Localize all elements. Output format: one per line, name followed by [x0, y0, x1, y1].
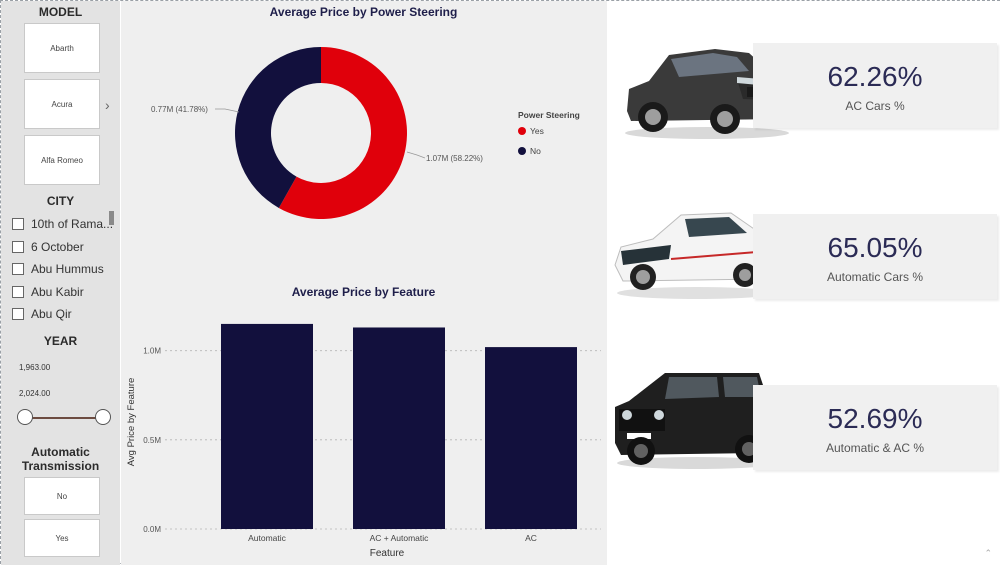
suv-car-image [625, 49, 791, 139]
year-max-value[interactable]: 2,024.00 [19, 389, 51, 398]
year-slider-max-handle[interactable] [95, 409, 111, 425]
city-label: 6 October [31, 239, 84, 254]
legend-dot-yes [518, 127, 526, 135]
x-tick-label: Automatic [248, 533, 287, 543]
kpi-value-automatic-ac: 52.69% [827, 403, 923, 434]
y-tick-label: 1.0M [143, 347, 161, 356]
donut-label-no: 0.77M (41.78%) [151, 105, 208, 114]
city-item[interactable]: Abu Kabir [12, 281, 115, 304]
year-slider-min-handle[interactable] [17, 409, 33, 425]
city-label: Abu Hummus [31, 262, 104, 277]
legend-title: Power Steering [518, 110, 580, 120]
transmission-filter-title-line1: Automatic [31, 445, 90, 459]
y-axis-label: Avg Price by Feature [126, 378, 137, 467]
checkbox[interactable] [12, 218, 24, 231]
city-filter-title: CITY [46, 194, 75, 208]
checkbox[interactable] [12, 263, 24, 276]
kpi-card-automatic: 65.05% Automatic Cars % [753, 214, 997, 299]
city-item[interactable]: 6 October [12, 236, 115, 259]
model-filter-title: MODEL [38, 5, 83, 19]
x-tick-label: AC [525, 533, 537, 543]
kpi-label-automatic: Automatic Cars % [826, 270, 924, 284]
model-tile-alfa-romeo[interactable]: Alfa Romeo [24, 135, 100, 185]
x-tick-label: AC + Automatic [370, 533, 430, 543]
kpi-label-ac: AC Cars % [845, 99, 905, 113]
year-filter-title: YEAR [43, 334, 78, 348]
legend-item-yes[interactable]: Yes [518, 126, 544, 136]
bar-2[interactable] [485, 347, 577, 529]
model-tile-abarth[interactable]: Abarth [24, 23, 100, 73]
checkbox[interactable] [12, 240, 24, 253]
bar-1[interactable] [353, 327, 445, 529]
year-slider-track[interactable] [25, 417, 103, 419]
checkbox[interactable] [12, 285, 24, 298]
x-axis-label: Feature [370, 548, 405, 559]
y-tick-label: 0.0M [143, 525, 161, 534]
donut-slice-yes[interactable] [278, 47, 408, 219]
city-item[interactable]: Abu Qir [12, 303, 115, 326]
chevron-right-icon[interactable]: › [105, 97, 110, 113]
y-tick-label: 0.5M [143, 436, 161, 445]
kpi-value-automatic: 65.05% [827, 232, 923, 263]
filter-pane: MODEL Abarth Acura Alfa Romeo › CITY 10t… [1, 1, 120, 565]
kpi-label-automatic-ac: Automatic & AC % [825, 441, 925, 455]
bar-chart-title: Average Price by Feature [291, 285, 436, 299]
city-label: Abu Kabir [31, 284, 84, 299]
city-list: 10th of Rama... 6 October Abu Hummus Abu… [12, 213, 115, 326]
donut-chart[interactable] [231, 43, 411, 223]
kpi-card-automatic-ac: 52.69% Automatic & AC % [753, 385, 997, 470]
year-min-value[interactable]: 1,963.00 [19, 363, 51, 372]
legend-label-yes: Yes [530, 126, 544, 136]
legend-item-no[interactable]: No [518, 146, 541, 156]
transmission-filter-title-line2: Transmission [21, 459, 100, 473]
donut-slice-no[interactable] [235, 47, 321, 208]
bar-0[interactable] [221, 323, 313, 529]
city-label: Abu Qir [31, 307, 72, 322]
city-item[interactable]: 10th of Rama... [12, 213, 115, 236]
legend-dot-no [518, 147, 526, 155]
kpi-value-ac: 62.26% [827, 61, 923, 92]
legend-label-no: No [530, 146, 541, 156]
donut-label-yes: 1.07M (58.22%) [426, 154, 483, 163]
bar-chart[interactable]: 0.0M 0.5M 1.0M Avg Price by Feature Automati… [121, 301, 607, 565]
sedan-car-image [614, 212, 777, 299]
transmission-tile-yes[interactable]: Yes [24, 519, 100, 557]
transmission-tile-no[interactable]: No [24, 477, 100, 515]
city-label: 10th of Rama... [31, 217, 114, 232]
city-scrollbar[interactable] [109, 211, 114, 225]
checkbox[interactable] [12, 308, 24, 321]
city-item[interactable]: Abu Hummus [12, 258, 115, 281]
model-tile-acura[interactable]: Acura [24, 79, 100, 129]
resize-icon[interactable]: ⌃ [984, 548, 992, 558]
kpi-card-ac: 62.26% AC Cars % [753, 43, 997, 128]
donut-chart-title: Average Price by Power Steering [269, 5, 458, 19]
